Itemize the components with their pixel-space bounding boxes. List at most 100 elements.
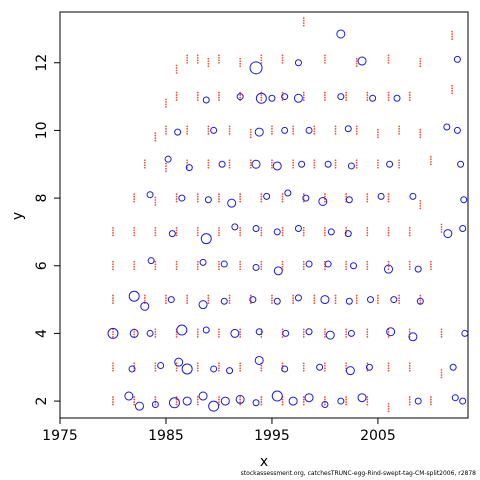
red-point <box>207 164 210 167</box>
red-point <box>218 193 220 195</box>
red-point <box>260 195 263 198</box>
blue-point <box>345 196 353 204</box>
blue-point <box>202 96 210 104</box>
red-point <box>165 162 167 165</box>
blue-point <box>451 394 459 402</box>
red-point <box>175 403 178 406</box>
blue-series-group <box>107 29 469 412</box>
red-point <box>260 336 263 338</box>
blue-point <box>377 192 385 200</box>
red-point <box>133 396 136 398</box>
red-point <box>228 297 231 299</box>
red-point <box>271 130 273 133</box>
blue-point <box>220 396 230 406</box>
red-point <box>196 328 199 331</box>
red-point <box>366 195 369 198</box>
red-point <box>154 369 157 372</box>
red-point <box>408 367 411 370</box>
red-point <box>345 328 348 331</box>
red-point <box>377 131 379 134</box>
red-point <box>324 227 326 229</box>
blue-point <box>344 230 352 238</box>
blue-point <box>254 355 264 365</box>
red-point <box>366 96 369 99</box>
blue-point <box>393 94 401 102</box>
red-point <box>355 161 358 164</box>
red-point <box>154 134 157 137</box>
red-point <box>408 362 411 365</box>
red-point <box>387 96 390 99</box>
red-point <box>154 396 157 398</box>
red-point <box>133 265 136 268</box>
blue-point <box>320 295 330 305</box>
red-point <box>133 401 136 403</box>
red-point <box>112 396 114 398</box>
red-point <box>408 96 411 99</box>
red-point <box>260 193 263 195</box>
blue-point <box>271 390 283 402</box>
red-point <box>207 125 210 128</box>
red-point <box>165 170 167 173</box>
red-point <box>366 328 369 331</box>
red-point <box>281 398 284 401</box>
red-point <box>302 229 305 232</box>
red-point <box>313 164 316 167</box>
red-point <box>186 56 189 59</box>
blue-point <box>305 260 313 268</box>
red-point <box>175 229 178 232</box>
red-point <box>334 294 337 297</box>
plot-frame <box>59 11 469 419</box>
red-point <box>196 331 199 333</box>
blue-point <box>281 126 289 134</box>
blue-point <box>268 94 276 102</box>
blue-point <box>174 128 182 136</box>
red-point <box>175 72 178 74</box>
y-tick-label: 8 <box>34 194 50 203</box>
red-point <box>154 196 157 199</box>
red-point <box>440 369 443 371</box>
red-point <box>387 94 390 96</box>
red-point <box>302 227 305 229</box>
red-point <box>398 166 401 169</box>
red-point <box>345 331 348 333</box>
blue-point <box>408 332 418 342</box>
blue-point <box>235 394 245 404</box>
red-point <box>345 401 348 403</box>
blue-point <box>449 363 457 371</box>
red-point <box>218 260 220 263</box>
red-point <box>345 96 348 99</box>
red-point <box>377 297 379 299</box>
red-point <box>334 128 337 130</box>
red-point <box>302 24 305 27</box>
blue-point <box>182 396 192 406</box>
red-point <box>408 229 411 232</box>
red-point <box>239 200 242 203</box>
red-point <box>218 367 220 370</box>
red-point <box>292 161 295 164</box>
red-point <box>302 331 305 333</box>
red-point <box>430 268 432 271</box>
red-point <box>186 161 189 164</box>
red-point <box>218 396 220 398</box>
red-point <box>387 200 390 203</box>
red-point <box>239 232 242 234</box>
red-point <box>260 265 263 268</box>
blue-point <box>220 260 228 268</box>
blue-point <box>350 262 358 270</box>
red-point <box>196 229 199 232</box>
blue-point <box>146 191 154 199</box>
red-point <box>419 131 422 134</box>
red-point <box>239 234 242 237</box>
red-point <box>334 159 337 162</box>
blue-point <box>365 363 373 371</box>
red-point <box>133 232 136 234</box>
red-point <box>408 331 411 333</box>
red-point <box>260 198 263 200</box>
blue-point <box>249 296 257 304</box>
red-point <box>112 229 114 232</box>
red-point <box>355 62 358 65</box>
red-point <box>366 232 369 234</box>
red-point <box>239 268 242 271</box>
red-point <box>377 302 379 304</box>
